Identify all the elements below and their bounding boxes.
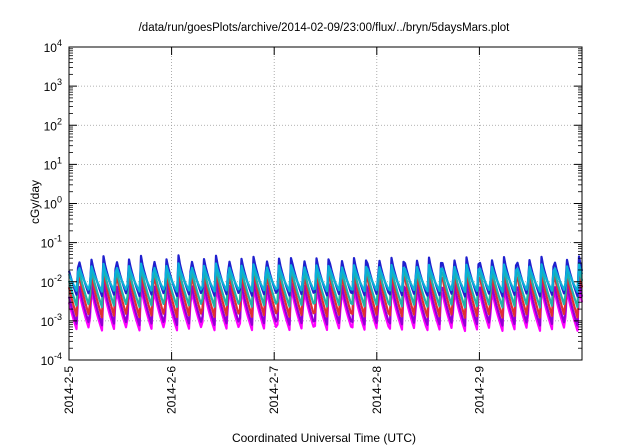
series-lines [67,254,584,333]
x-tick-label: 2014-2-6 [165,366,179,414]
axis-ticks [68,46,582,361]
y-tick-label: 104 [44,38,62,55]
y-tick-label: 10-4 [41,351,62,368]
y-tick-label: 10-1 [41,234,62,251]
x-tick-label: 2014-2-5 [62,366,76,414]
y-tick-label: 100 [44,195,62,212]
y-tick-label: 10-2 [41,273,62,290]
x-tick-labels: 2014-2-5 2014-2-6 2014-2-7 2014-2-8 2014-2-9 [62,366,486,414]
x-axis-label: Coordinated Universal Time (UTC) [232,431,416,445]
series-line-2 [67,277,584,327]
y-tick-label: 102 [44,116,62,133]
series-line-6 [67,262,584,293]
y-tick-label: 101 [44,155,62,172]
y-axis-label: cGy/day [28,180,42,224]
chart-title: /data/run/goesPlots/archive/2014-02-09/2… [139,22,511,34]
x-tick-label: 2014-2-7 [267,366,281,414]
x-tick-label: 2014-2-9 [472,366,486,414]
x-tick-label: 2014-2-8 [370,366,384,414]
y-tick-label: 103 [44,77,62,94]
y-tick-labels: 10-4 10-3 10-2 10-1 100 101 102 103 104 [41,38,62,368]
grid-lines [69,47,582,360]
y-tick-label: 10-3 [41,312,62,329]
